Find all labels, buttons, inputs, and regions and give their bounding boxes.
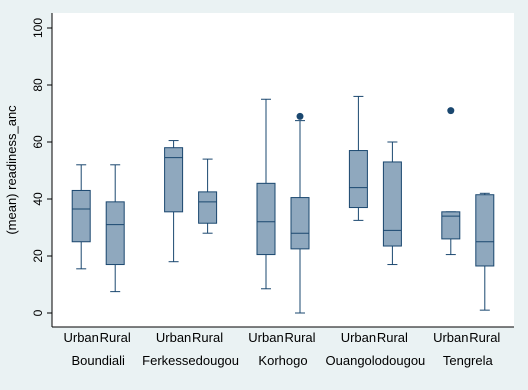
box-series: [71, 95, 495, 314]
box-label: Urban: [433, 330, 468, 345]
box-tengrela-rural: [475, 192, 495, 311]
box-label: Urban: [248, 330, 283, 345]
box-label: Urban: [341, 330, 376, 345]
box-body: [348, 150, 368, 209]
box-korhogo-urban: [256, 98, 276, 290]
box-label: Rural: [100, 330, 131, 345]
box-boundiali-urban: [71, 164, 91, 270]
y-tick-label: 100: [31, 18, 45, 38]
box-body: [164, 147, 184, 213]
box-korhogo-rural: [290, 112, 310, 314]
box-body: [105, 201, 125, 266]
y-tick-label: 0: [31, 309, 45, 316]
box-label: Rural: [469, 330, 500, 345]
plot-area: [52, 13, 514, 327]
box-body: [198, 191, 218, 224]
box-label: Rural: [377, 330, 408, 345]
box-tengrela-urban: [441, 107, 461, 256]
box-body: [441, 211, 461, 240]
y-tick-label: 20: [31, 249, 45, 263]
group-label: Ouangolodougou: [326, 353, 426, 368]
y-tick-label: 40: [31, 192, 45, 206]
box-label: Rural: [284, 330, 315, 345]
group-label: Tengrela: [443, 353, 494, 368]
box-boundiali-rural: [105, 164, 125, 293]
box-label: Urban: [156, 330, 191, 345]
box-ouangolodougou-rural: [382, 141, 402, 266]
group-label: Boundiali: [71, 353, 125, 368]
box-body: [71, 189, 91, 243]
outlier-point: [447, 107, 455, 115]
box-body: [382, 161, 402, 247]
box-label: Rural: [192, 330, 223, 345]
group-label: Korhogo: [258, 353, 307, 368]
y-axis-ticks: 0 20 40 60 80 100: [31, 18, 52, 316]
box-body: [290, 197, 310, 250]
group-label: Ferkessedougou: [142, 353, 239, 368]
box-ouangolodougou-urban: [348, 95, 368, 221]
box-label: Urban: [63, 330, 98, 345]
box-ferkessedougou-rural: [198, 158, 218, 234]
y-axis-title: (mean) readiness_anc: [4, 105, 19, 235]
y-tick-label: 60: [31, 135, 45, 149]
outlier-point: [296, 112, 304, 120]
box-body: [256, 182, 276, 256]
box-ferkessedougou-urban: [164, 140, 184, 263]
y-tick-label: 80: [31, 78, 45, 92]
box-body: [475, 194, 495, 267]
